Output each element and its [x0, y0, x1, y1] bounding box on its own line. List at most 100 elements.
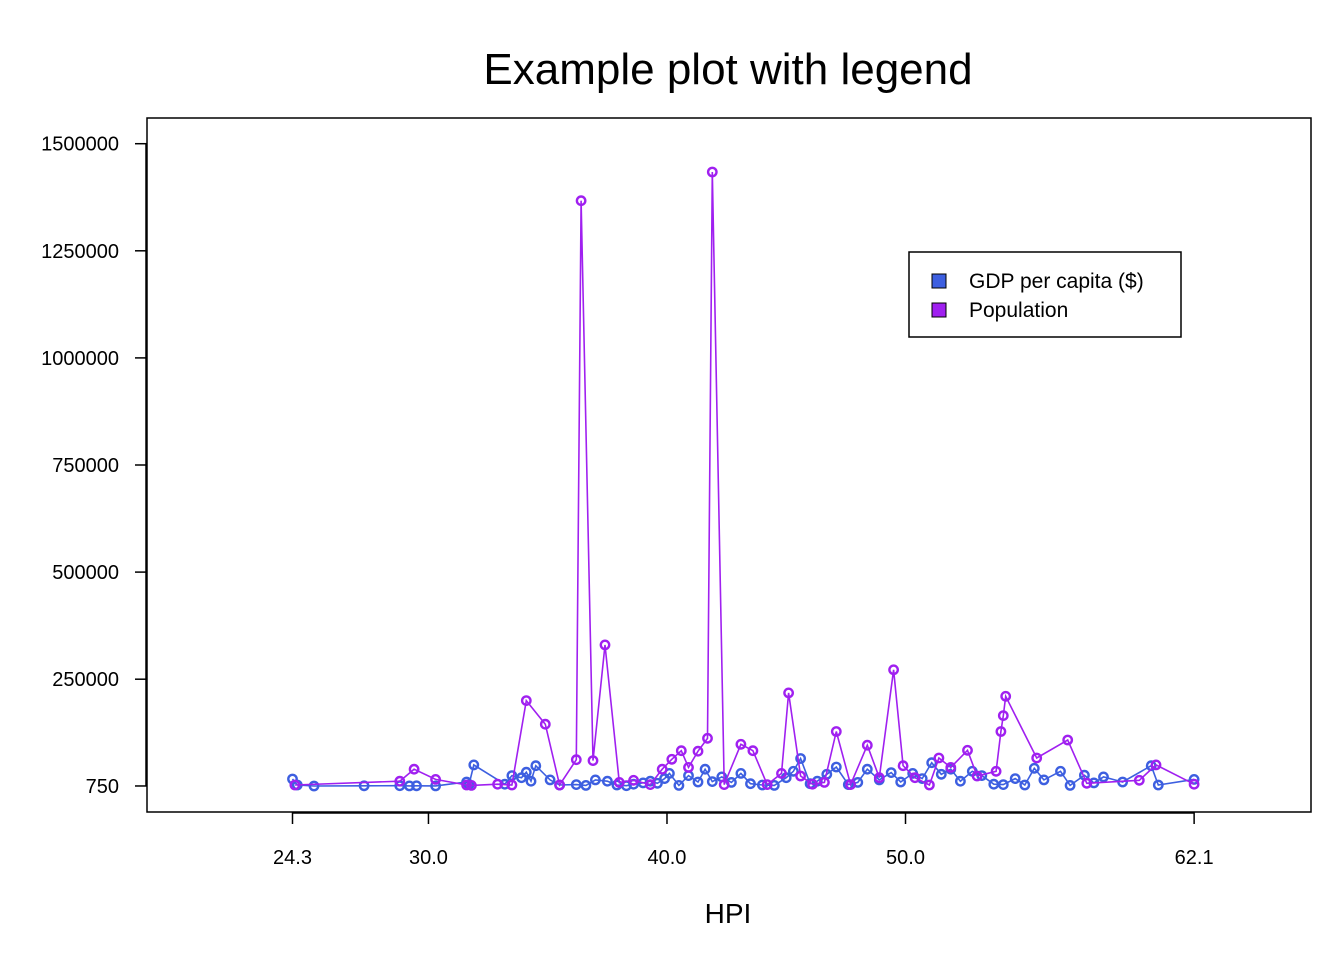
- data-point: [962, 744, 973, 756]
- y-tick-label: 1250000: [41, 241, 119, 263]
- data-point: [699, 763, 711, 775]
- data-point: [525, 775, 537, 787]
- data-point: [735, 768, 747, 779]
- series-layer: [287, 166, 1200, 792]
- data-point: [888, 664, 899, 676]
- data-point: [1098, 771, 1109, 783]
- legend-swatch: [931, 302, 947, 318]
- x-axis: 24.3 30.0 40.0 50.0 62.1: [273, 812, 1214, 869]
- data-point: [1150, 759, 1162, 771]
- x-tick-label: 24.3: [273, 847, 312, 869]
- data-point: [358, 780, 370, 792]
- data-point: [289, 779, 301, 791]
- x-axis-label: HPI: [705, 898, 752, 929]
- data-point: [955, 775, 966, 787]
- data-point: [539, 718, 551, 730]
- data-point: [895, 776, 907, 788]
- data-point: [394, 775, 406, 787]
- data-point: [506, 779, 518, 791]
- data-point: [1055, 765, 1066, 777]
- data-point: [845, 779, 856, 790]
- y-tick-label: 500000: [52, 562, 119, 584]
- data-point: [1038, 774, 1050, 786]
- data-point: [897, 760, 909, 772]
- data-point: [1133, 774, 1145, 786]
- data-point: [403, 780, 415, 792]
- x-tick-label: 40.0: [648, 847, 687, 869]
- data-point: [861, 763, 873, 775]
- data-point: [692, 745, 704, 757]
- data-point: [644, 779, 656, 790]
- data-point: [997, 710, 1009, 721]
- data-point: [602, 775, 613, 787]
- data-point: [1028, 762, 1040, 774]
- data-point: [570, 779, 582, 790]
- data-point: [570, 754, 582, 766]
- data-point: [783, 687, 794, 699]
- data-point: [554, 779, 565, 791]
- data-point: [628, 774, 639, 786]
- y-tick-label: 750000: [52, 455, 119, 477]
- data-point: [1009, 773, 1021, 784]
- data-point: [747, 745, 759, 757]
- data-point: [530, 760, 542, 772]
- x-tick-label: 30.0: [409, 847, 448, 869]
- data-point: [1000, 690, 1012, 702]
- data-point: [819, 777, 830, 788]
- data-point: [861, 739, 873, 751]
- data-point: [575, 195, 587, 207]
- data-point: [675, 745, 687, 757]
- y-tick-label: 750: [86, 776, 119, 798]
- data-point: [666, 753, 678, 765]
- data-point: [430, 774, 441, 785]
- data-point: [656, 763, 668, 775]
- data-point: [430, 780, 441, 792]
- data-point: [590, 774, 601, 786]
- plot-frame: [146, 117, 1312, 813]
- data-point: [1062, 734, 1074, 746]
- legend-label: Population: [969, 299, 1068, 322]
- data-point: [768, 780, 780, 791]
- legend: GDP per capita ($) Population: [908, 251, 1182, 338]
- data-point: [411, 780, 422, 792]
- data-point: [885, 767, 897, 778]
- data-point: [706, 166, 718, 178]
- data-point: [683, 762, 694, 773]
- y-tick-label: 1000000: [41, 348, 119, 370]
- data-point: [735, 738, 747, 750]
- data-point: [1081, 777, 1093, 789]
- data-point: [613, 777, 625, 788]
- data-point: [795, 770, 806, 782]
- data-point: [873, 772, 885, 784]
- data-point: [718, 779, 730, 790]
- data-point: [465, 780, 477, 791]
- x-tick-label: 62.1: [1175, 847, 1214, 869]
- data-point: [1031, 752, 1043, 764]
- data-point: [1064, 780, 1076, 791]
- data-point: [408, 763, 420, 775]
- data-point: [520, 695, 532, 706]
- data-point: [990, 765, 1002, 777]
- data-point: [1152, 779, 1164, 791]
- data-point: [706, 776, 718, 787]
- data-point: [308, 780, 320, 792]
- data-point: [492, 778, 503, 790]
- data-point: [745, 778, 756, 790]
- data-point: [761, 779, 773, 790]
- legend-box: [908, 251, 1182, 338]
- data-point: [544, 774, 556, 786]
- data-point: [702, 732, 713, 744]
- data-point: [788, 765, 799, 777]
- y-tick-label: 250000: [52, 669, 119, 691]
- data-point: [1019, 779, 1031, 791]
- data-point: [933, 752, 945, 764]
- data-point: [468, 759, 480, 771]
- data-point: [673, 780, 685, 791]
- series-line: [291, 756, 1195, 787]
- data-point: [926, 757, 938, 769]
- y-tick-label: 1500000: [41, 134, 119, 156]
- data-point: [995, 726, 1007, 737]
- data-point: [924, 779, 935, 791]
